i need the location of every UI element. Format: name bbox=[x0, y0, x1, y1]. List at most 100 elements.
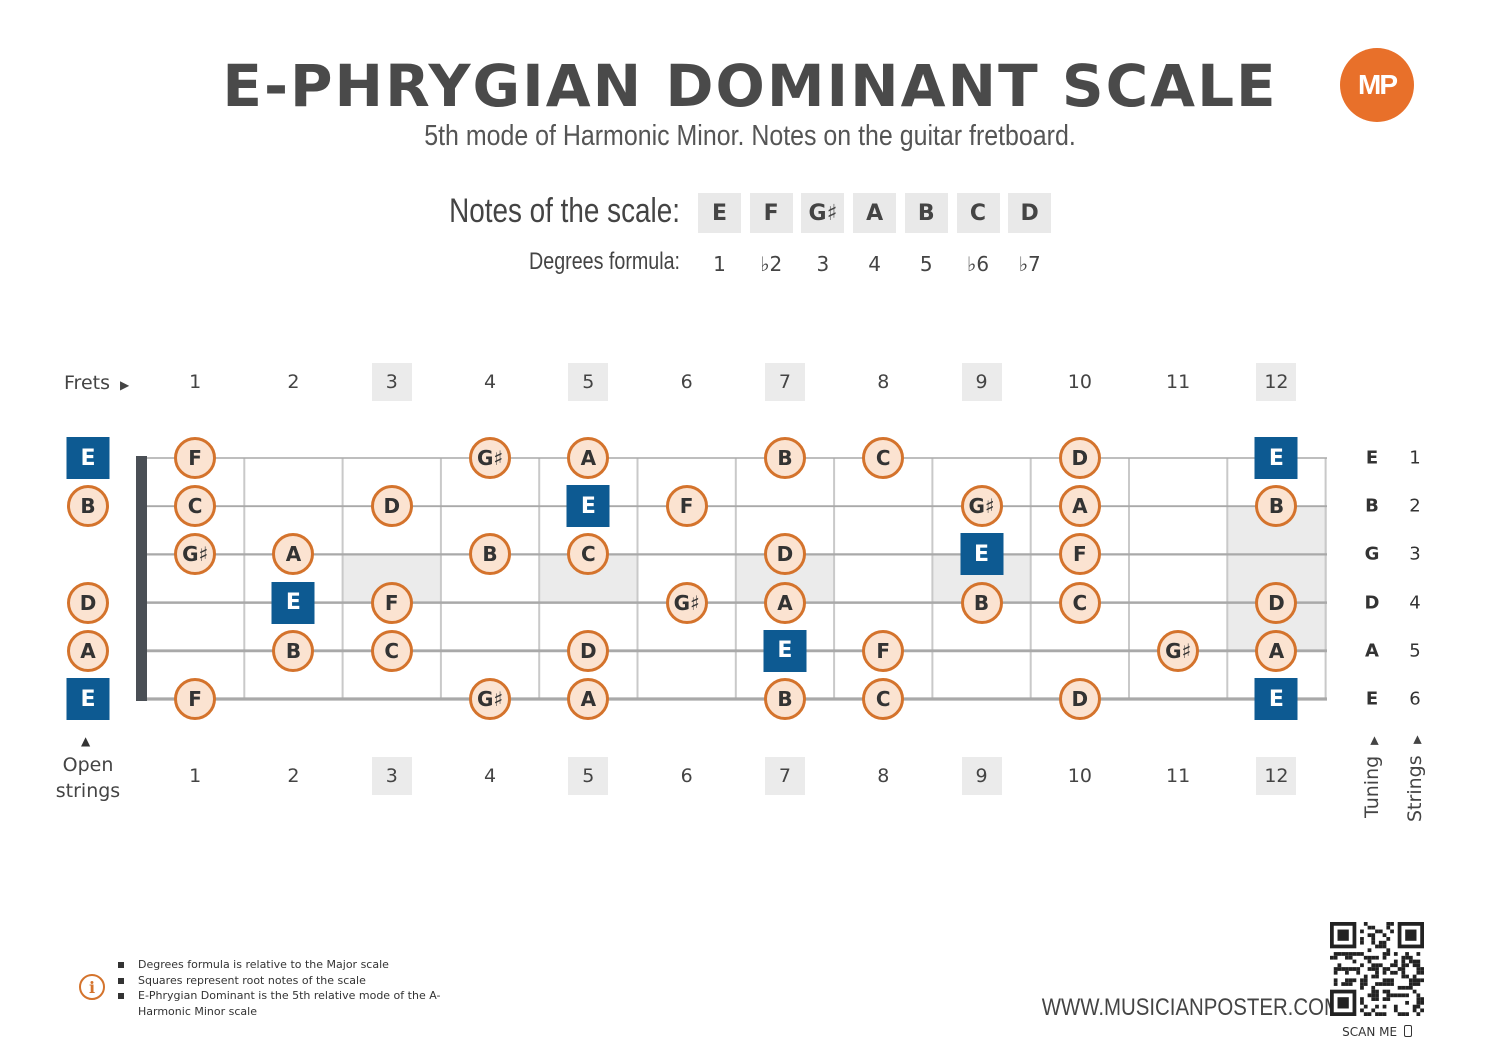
scale-degree: 5 bbox=[919, 252, 933, 276]
scale-note: D bbox=[1058, 678, 1101, 720]
fret-number: 4 bbox=[484, 765, 497, 787]
fret-number: 2 bbox=[287, 371, 300, 393]
open-root-note: E bbox=[66, 437, 110, 479]
scale-note: D bbox=[567, 629, 610, 672]
open-root-note: E bbox=[66, 678, 110, 720]
root-note: E bbox=[763, 629, 807, 672]
frets-label: Frets ▶ bbox=[64, 372, 129, 394]
strings-label-text: Strings bbox=[1404, 755, 1426, 822]
website-link[interactable]: WWW.MUSICIANPOSTER.COM bbox=[1041, 994, 1341, 1021]
info-note: Squares represent root notes of the scal… bbox=[118, 973, 448, 989]
qr-code-icon[interactable] bbox=[1330, 922, 1424, 1016]
string-tuning: G bbox=[1364, 543, 1380, 565]
scale-note: F bbox=[174, 437, 217, 479]
scale-note: A bbox=[1255, 629, 1298, 672]
fret-number: 12 bbox=[1256, 363, 1297, 401]
scale-note: C bbox=[862, 437, 905, 479]
root-note: E bbox=[960, 533, 1004, 576]
scale-degree: 1 bbox=[713, 252, 726, 276]
root-note: E bbox=[271, 581, 315, 624]
scale-note: C bbox=[370, 629, 413, 672]
fret-number: 7 bbox=[764, 363, 805, 401]
scale-note-box: C bbox=[956, 193, 1000, 233]
fret-number: 6 bbox=[680, 371, 693, 393]
fret-number: 9 bbox=[961, 363, 1002, 401]
string-tuning: B bbox=[1365, 495, 1379, 517]
scan-me-label: SCAN ME bbox=[1330, 1025, 1424, 1039]
triangle-up-icon: ▲ bbox=[81, 734, 91, 748]
scale-degree: ♭6 bbox=[966, 252, 990, 276]
scale-note: F bbox=[665, 485, 708, 528]
scale-note: G♯ bbox=[960, 485, 1003, 528]
string-tuning: D bbox=[1364, 592, 1380, 614]
fret-number: 5 bbox=[568, 363, 609, 401]
triangle-up-icon: ▲ bbox=[1370, 733, 1379, 747]
scale-note-box: G♯ bbox=[801, 193, 845, 233]
open-note: A bbox=[67, 629, 109, 672]
brand-logo[interactable]: MP bbox=[1340, 48, 1414, 122]
fret-number: 4 bbox=[484, 371, 497, 393]
scale-note: F bbox=[862, 629, 905, 672]
string-tuning: E bbox=[1365, 688, 1379, 710]
nut bbox=[136, 456, 147, 701]
scale-note: G♯ bbox=[665, 581, 708, 624]
scale-degree: ♭7 bbox=[1018, 252, 1041, 276]
degrees-formula-label: Degrees formula: bbox=[529, 248, 680, 275]
fret-number: 9 bbox=[961, 757, 1002, 795]
root-note: E bbox=[1254, 437, 1298, 479]
string-number: 4 bbox=[1409, 592, 1421, 614]
fret-number: 10 bbox=[1067, 765, 1092, 787]
scale-note: C bbox=[1058, 581, 1101, 624]
scale-note-box: E bbox=[698, 193, 741, 233]
info-note: E-Phrygian Dominant is the 5th relative … bbox=[118, 988, 448, 1019]
fret-number: 10 bbox=[1067, 371, 1092, 393]
scale-note: B bbox=[960, 581, 1003, 624]
fret-marker-double bbox=[1227, 506, 1327, 651]
phone-icon bbox=[1403, 1025, 1412, 1037]
scale-note: A bbox=[567, 437, 610, 479]
strings-label: Strings ▲ bbox=[1404, 733, 1426, 822]
string-tuning: E bbox=[1365, 447, 1379, 469]
scale-note: D bbox=[1255, 581, 1298, 624]
string-number: 3 bbox=[1409, 543, 1421, 565]
scale-note: B bbox=[469, 533, 512, 576]
scale-degree: 3 bbox=[816, 252, 830, 276]
fret-number: 8 bbox=[877, 765, 890, 787]
scale-note: D bbox=[370, 485, 413, 528]
scale-note-box: F bbox=[749, 193, 793, 233]
fret-number: 7 bbox=[764, 757, 805, 795]
scale-note: A bbox=[763, 581, 806, 624]
fret-number: 3 bbox=[371, 363, 412, 401]
scale-note-box: A bbox=[853, 193, 897, 233]
open-note: B bbox=[67, 485, 109, 528]
string-number: 1 bbox=[1409, 447, 1421, 469]
fret-number: 6 bbox=[680, 765, 693, 787]
fret-number: 12 bbox=[1256, 757, 1297, 795]
open-strings-line-1: Open bbox=[62, 754, 114, 776]
fret-number: 1 bbox=[189, 371, 202, 393]
scale-degree: ♭2 bbox=[760, 252, 783, 276]
fret-number: 3 bbox=[371, 757, 412, 795]
page-title: E-PHRYGIAN DOMINANT SCALE bbox=[222, 52, 1278, 120]
tuning-label: Tuning ▲ bbox=[1361, 733, 1383, 818]
page-subtitle: 5th mode of Harmonic Minor. Notes on the… bbox=[424, 120, 1076, 152]
scale-note: C bbox=[174, 485, 217, 528]
scale-degree: 4 bbox=[868, 252, 881, 276]
scale-note: F bbox=[370, 581, 413, 624]
info-notes-list: Degrees formula is relative to the Major… bbox=[118, 957, 448, 1019]
scale-note: C bbox=[862, 678, 905, 720]
scale-note: A bbox=[1058, 485, 1101, 528]
scale-note: F bbox=[1058, 533, 1101, 576]
scan-me-text: SCAN ME bbox=[1342, 1025, 1398, 1039]
scale-note: A bbox=[272, 533, 315, 576]
open-strings-line-2: strings bbox=[55, 780, 121, 802]
string-number: 5 bbox=[1409, 640, 1421, 662]
info-icon: i bbox=[79, 974, 105, 1000]
scale-note: B bbox=[272, 629, 315, 672]
scale-note: G♯ bbox=[469, 678, 512, 720]
open-note: D bbox=[67, 581, 109, 624]
scale-note: G♯ bbox=[1157, 629, 1200, 672]
tuning-label-text: Tuning bbox=[1361, 755, 1383, 818]
scale-note: B bbox=[1255, 485, 1298, 528]
